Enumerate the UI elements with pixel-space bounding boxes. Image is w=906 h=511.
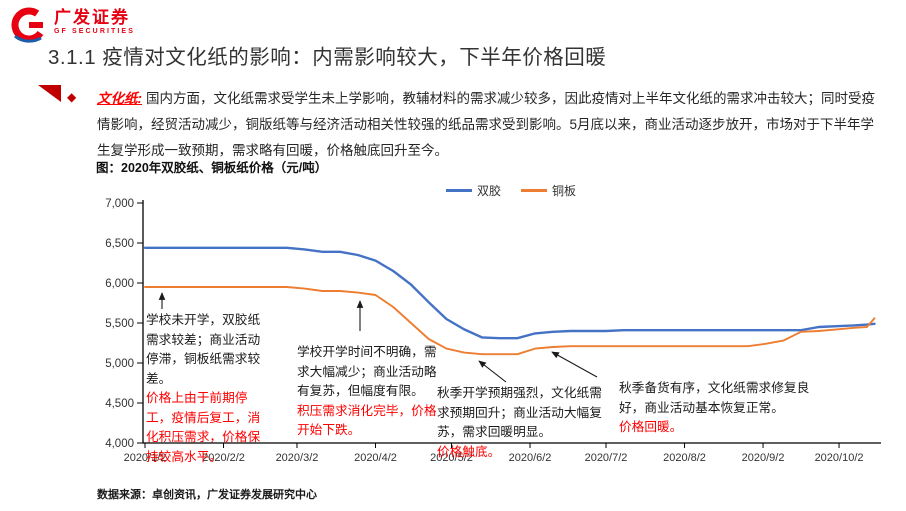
corner-triangle-icon xyxy=(38,85,61,102)
svg-text:6,500: 6,500 xyxy=(105,238,134,250)
svg-text:4,000: 4,000 xyxy=(105,438,134,450)
logo-text: 广发证券 GF SECURITIES xyxy=(54,9,135,36)
svg-text:7,000: 7,000 xyxy=(105,198,134,210)
legend-item-tongban: 铜板 xyxy=(521,182,576,199)
svg-text:5,500: 5,500 xyxy=(105,318,134,330)
logo-cn: 广发证券 xyxy=(54,8,130,27)
annotation-autumn-black: 秋季备货有序，文化纸需求修复良好，商业活动基本恢复正常。 xyxy=(619,381,810,415)
company-logo: 广发证券 GF SECURITIES xyxy=(10,7,135,47)
annotation-arrows xyxy=(158,292,598,383)
annotation-apr-red: 积压需求消化完毕，价格开始下跌。 xyxy=(297,403,437,438)
annotation-jan-black: 学校未开学，双胶纸需求较差；商业活动停滞，铜板纸需求较差。 xyxy=(146,313,261,386)
chart-series xyxy=(143,246,876,356)
annotation-jan-red: 价格上由于前期停工，疫情后复工，消化积压需求，价格保持较高水平。 xyxy=(146,391,261,464)
chart-axes: 4,000 4,500 5,000 5,500 6,000 6,500 7,000 2020/… xyxy=(105,198,881,464)
svg-text:2020/7/2: 2020/7/2 xyxy=(585,452,628,464)
svg-text:2020/8/2: 2020/8/2 xyxy=(663,452,706,464)
tongban-line-swatch xyxy=(521,189,548,192)
svg-text:2020/2/2: 2020/2/2 xyxy=(202,452,245,464)
svg-text:2020/9/2: 2020/9/2 xyxy=(742,452,785,464)
svg-text:2020/4/2: 2020/4/2 xyxy=(354,452,397,464)
svg-text:2020/6/2: 2020/6/2 xyxy=(509,452,552,464)
legend-item-shuangjiao: 双胶 xyxy=(446,182,501,199)
annotation-jan: 学校未开学，双胶纸需求较差；商业活动停滞，铜板纸需求较差。 价格上由于前期停工，… xyxy=(146,311,272,467)
paragraph-label: 文化纸: xyxy=(97,91,142,106)
chart-legend: 双胶 铜板 xyxy=(446,182,576,199)
legend-label-tongban: 铜板 xyxy=(552,184,577,198)
annotation-may-red: 价格触底。 xyxy=(437,444,501,459)
svg-text:5,000: 5,000 xyxy=(105,358,134,370)
legend-label-shuangjiao: 双胶 xyxy=(477,184,502,198)
gf-logo-icon xyxy=(11,7,47,43)
annotation-autumn: 秋季备货有序，文化纸需求修复良好，商业活动基本恢复正常。 价格回暖。 xyxy=(619,379,827,438)
shuangjiao-line-swatch xyxy=(446,189,472,192)
logo-en: GF SECURITIES xyxy=(54,28,135,35)
svg-text:2020/3/2: 2020/3/2 xyxy=(276,452,319,464)
svg-text:6,000: 6,000 xyxy=(105,278,134,290)
annotation-may: 秋季开学预期强烈，文化纸需求预期回升；商业活动大幅复苏，需求回暖明显。 价格触底… xyxy=(437,384,611,462)
svg-text:2020/10/2: 2020/10/2 xyxy=(815,452,864,464)
diamond-bullet-icon: ◆ xyxy=(67,90,77,104)
summary-paragraph: 文化纸: 国内方面，文化纸需求受学生未上学影响，教辅材料的需求减少较多，因此疫情对… xyxy=(97,86,881,163)
annotation-apr: 学校开学时间不明确，需求大幅减少；商业活动略有复苏，但幅度有限。 积压需求消化完… xyxy=(297,343,443,441)
svg-text:4,500: 4,500 xyxy=(105,398,134,410)
annotation-may-black: 秋季开学预期强烈，文化纸需求预期回升；商业活动大幅复苏，需求回暖明显。 xyxy=(437,386,602,439)
svg-text:2020/5/2: 2020/5/2 xyxy=(430,452,473,464)
page-title: 3.1.1 疫情对文化纸的影响：内需影响较大，下半年价格回暖 xyxy=(48,46,607,69)
chart-title: 图：2020年双胶纸、铜板纸价格（元/吨） xyxy=(96,161,328,175)
svg-text:2020/1/2: 2020/1/2 xyxy=(124,452,167,464)
annotation-apr-black: 学校开学时间不明确，需求大幅减少；商业活动略有复苏，但幅度有限。 xyxy=(297,345,437,398)
data-source: 数据来源：卓创资讯，广发证券发展研究中心 xyxy=(97,489,317,501)
annotation-autumn-red: 价格回暖。 xyxy=(619,420,683,434)
paragraph-text: 国内方面，文化纸需求受学生未上学影响，教辅材料的需求减少较多，因此疫情对上半年文… xyxy=(97,91,875,158)
